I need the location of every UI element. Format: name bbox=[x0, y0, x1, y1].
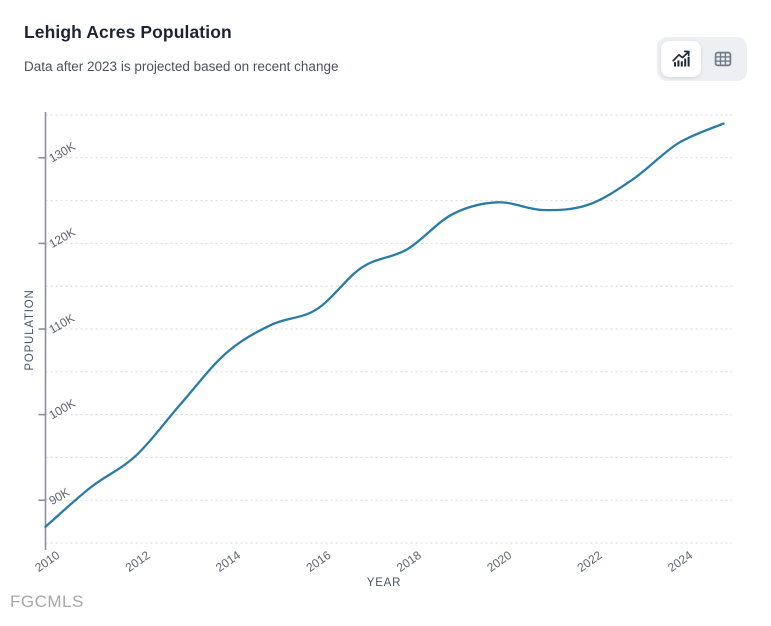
x-tick-label: 2014 bbox=[213, 548, 243, 575]
x-tick-label: 2022 bbox=[575, 548, 605, 575]
y-tick-label: 130K bbox=[47, 139, 78, 165]
page-title: Lehigh Acres Population bbox=[24, 22, 232, 42]
chart-view-button[interactable] bbox=[661, 41, 701, 77]
y-tick-label: 100K bbox=[47, 396, 78, 422]
table-view-button[interactable] bbox=[703, 41, 743, 77]
x-axis-title: YEAR bbox=[367, 577, 402, 589]
table-icon bbox=[713, 49, 733, 69]
y-tick-label: 120K bbox=[47, 225, 78, 251]
x-tick-label: 2010 bbox=[32, 548, 62, 575]
line-chart-icon bbox=[671, 49, 691, 69]
view-toggle-group bbox=[657, 37, 747, 81]
x-tick-label: 2020 bbox=[484, 548, 514, 575]
chart-subtitle: Data after 2023 is projected based on re… bbox=[24, 59, 339, 74]
y-tick-label: 110K bbox=[47, 311, 78, 337]
y-axis-title: POPULATION bbox=[24, 289, 36, 370]
population-trend-line bbox=[44, 122, 725, 528]
x-tick-label: 2012 bbox=[123, 548, 153, 575]
x-tick-label: 2016 bbox=[304, 548, 334, 575]
x-tick-label: 2018 bbox=[394, 548, 424, 575]
y-tick-label: 90K bbox=[47, 485, 72, 508]
watermark: FGCMLS bbox=[10, 592, 84, 611]
chart-header: Lehigh Acres Population Data after 2023 … bbox=[24, 22, 338, 74]
x-tick-label: 2024 bbox=[665, 548, 695, 575]
